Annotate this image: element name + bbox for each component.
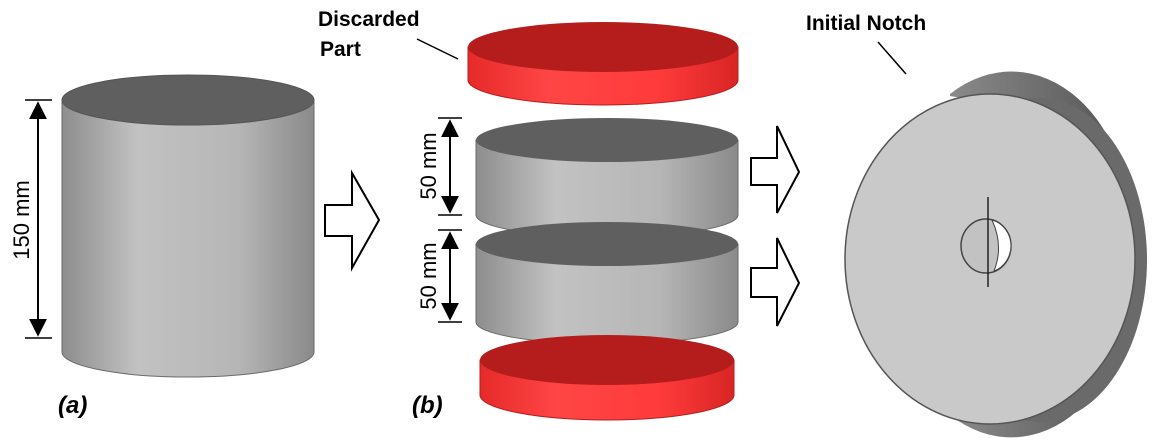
- panel-c: Initial Notch: [806, 12, 1147, 438]
- discarded-label-line2: Part: [320, 38, 361, 61]
- specimen-slice-1: [475, 118, 739, 238]
- notch-leader-line: [877, 41, 907, 75]
- initial-notch-label: Initial Notch: [806, 12, 926, 35]
- height-label: 150 mm: [9, 180, 34, 259]
- panel-b: Discarded Part 50 mm 50 mm (b): [318, 8, 739, 421]
- slice-2-dimension: 50 mm: [416, 229, 462, 323]
- height-dimension: 150 mm: [9, 99, 52, 339]
- panel-a: 150 mm (a): [9, 74, 315, 419]
- notched-disk: [844, 71, 1147, 438]
- process-arrow-slice-1: [750, 125, 801, 214]
- full-cylinder: [61, 74, 315, 378]
- process-arrow-a-to-b: [324, 169, 381, 272]
- panel-label-b: (b): [412, 392, 443, 419]
- slice-1-height-label: 50 mm: [416, 132, 441, 199]
- specimen-slice-2: [475, 222, 739, 345]
- slice-2-height-label: 50 mm: [416, 242, 441, 309]
- discarded-label-line1: Discarded: [318, 8, 420, 31]
- panel-label-a: (a): [58, 392, 87, 419]
- cylinder-side: [61, 99, 315, 378]
- process-arrow-slice-2: [750, 237, 801, 327]
- discarded-part-top: [467, 22, 739, 106]
- discarded-leader-line: [416, 38, 459, 60]
- slice-1-dimension: 50 mm: [416, 117, 462, 216]
- discarded-part-bottom: [479, 335, 735, 421]
- cylinder-top: [61, 74, 315, 126]
